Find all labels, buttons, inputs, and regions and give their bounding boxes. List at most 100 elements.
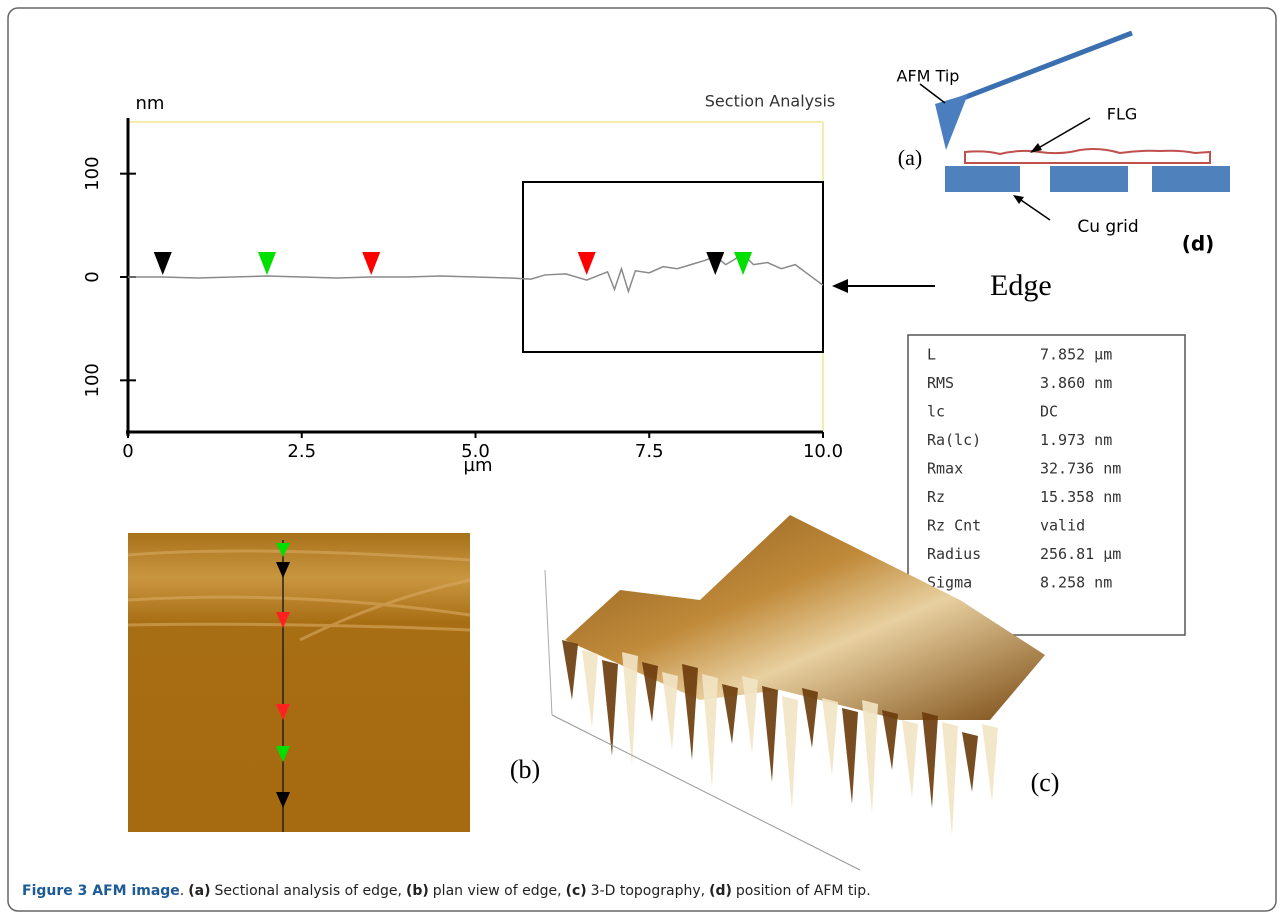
flg-pointer — [1034, 117, 1091, 151]
stat-name: Rmax — [927, 460, 963, 478]
caption-text: Sectional analysis of edge, — [214, 883, 402, 899]
spike — [842, 708, 858, 804]
spike — [582, 650, 598, 728]
topography-axis — [551, 714, 861, 871]
grid-bar — [1050, 166, 1128, 192]
y-tick-label: 100 — [82, 363, 103, 397]
stat-name: Rz — [927, 488, 945, 506]
stat-name: lc — [927, 403, 945, 421]
y-tick-label: 100 — [82, 156, 103, 190]
caption-text: plan view of edge, — [432, 883, 562, 899]
caption-text: (c) — [565, 883, 587, 899]
spike — [602, 660, 618, 756]
stat-value: DC — [1040, 403, 1058, 421]
grid-pointer — [1017, 197, 1051, 221]
cursor — [258, 252, 276, 275]
cantilever — [944, 30, 1133, 108]
stat-name: Radius — [927, 545, 981, 563]
grid-arrowhead — [1013, 195, 1024, 204]
tip-label: AFM Tip — [897, 67, 960, 86]
plan-cursor — [276, 543, 290, 557]
figure-border — [7, 7, 1277, 912]
stat-name: Rz Cnt — [927, 517, 981, 535]
stat-value: 8.258 nm — [1040, 574, 1112, 592]
spike — [982, 724, 998, 802]
panel-label: (a) — [898, 145, 922, 170]
plan-cursor — [276, 792, 290, 808]
stat-value: 3.860 nm — [1040, 374, 1112, 392]
y-tick-label: 0 — [82, 271, 103, 282]
stat-value: 7.852 µm — [1040, 346, 1112, 364]
spike — [762, 686, 778, 782]
stat-value: 1.973 nm — [1040, 431, 1112, 449]
spike — [822, 698, 838, 776]
caption-text: 3-D topography, — [590, 883, 706, 899]
caption-text: (b) — [405, 883, 429, 899]
stat-value: valid — [1040, 517, 1085, 535]
x-tick-label: 10.0 — [803, 441, 843, 462]
plan-cursor — [276, 612, 290, 628]
spike — [682, 664, 698, 760]
y-axis-label: nm — [136, 93, 165, 114]
stat-value: 256.81 µm — [1040, 545, 1121, 563]
panel-label: (c) — [1031, 768, 1060, 797]
stat-value: 15.358 nm — [1040, 488, 1121, 506]
spike — [642, 662, 658, 722]
x-axis-label: µm — [464, 455, 493, 476]
cursor — [577, 252, 596, 275]
spike — [882, 710, 898, 770]
spike — [722, 684, 738, 744]
plan-texture — [127, 549, 471, 642]
spike — [802, 688, 818, 748]
flg-arrowhead — [1030, 143, 1042, 153]
afm-tip — [935, 94, 968, 150]
plan-cursor — [276, 562, 290, 578]
flg-sheet — [964, 148, 1211, 164]
stat-name: Ra(lc) — [927, 431, 981, 449]
plot-title: Section Analysis — [705, 92, 835, 111]
cursor — [734, 252, 753, 275]
panel-label: (d) — [1182, 232, 1215, 256]
spike — [562, 640, 578, 700]
grid-bar — [945, 166, 1020, 192]
spike — [902, 720, 918, 798]
plan-cursor — [276, 704, 290, 720]
stats-box — [907, 334, 1186, 636]
stat-value: 32.736 nm — [1040, 460, 1121, 478]
stat-name: RMS — [927, 374, 954, 392]
spike — [942, 722, 958, 836]
spike — [742, 676, 758, 754]
caption-text: (a) — [188, 883, 211, 899]
cursor — [706, 252, 725, 275]
x-tick-label: 7.5 — [635, 441, 664, 462]
edge-arrowhead — [832, 279, 848, 293]
stat-name: L — [927, 346, 936, 364]
grid-bar — [1152, 166, 1230, 192]
panel-label: (b) — [510, 755, 540, 784]
caption-text: Figure 3 AFM image — [22, 883, 180, 899]
topography-axis — [544, 569, 553, 716]
plan-cursor — [276, 746, 290, 762]
plan-view — [128, 533, 470, 832]
topography-spikes — [562, 640, 998, 836]
cursor — [362, 252, 381, 275]
spike — [782, 696, 798, 810]
flg-label: FLG — [1107, 105, 1138, 124]
spike — [662, 672, 678, 750]
spike — [702, 674, 718, 788]
edge-label: Edge — [990, 269, 1052, 302]
spike — [922, 712, 938, 808]
tip-pointer — [919, 83, 946, 104]
spike — [862, 700, 878, 814]
zoom-box — [522, 181, 824, 353]
x-tick-label: 2.5 — [287, 441, 316, 462]
caption: Figure 3 AFM image. (a) Sectional analysis… — [22, 883, 871, 899]
x-tick-label: 0 — [122, 441, 133, 462]
spike — [962, 732, 978, 792]
x-tick-label: 5.0 — [461, 441, 490, 462]
caption-text: . — [179, 883, 185, 899]
caption-text: (d) — [709, 883, 732, 899]
caption-text: position of AFM tip. — [735, 883, 871, 899]
